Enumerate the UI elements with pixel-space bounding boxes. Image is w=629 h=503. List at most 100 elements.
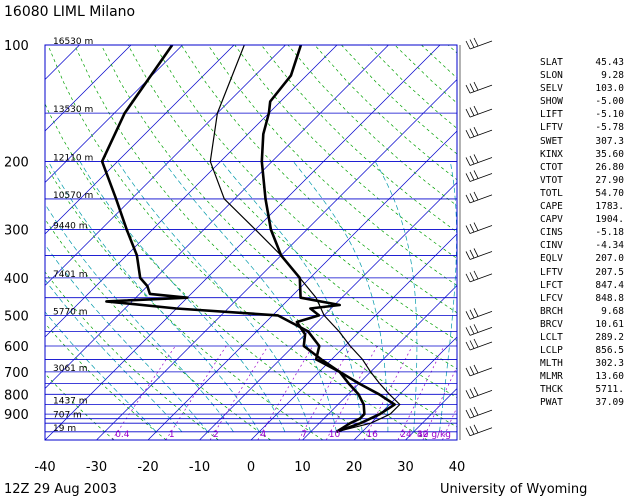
dry-adiabat-line	[100, 45, 457, 399]
index-key: EQLV	[540, 253, 563, 265]
wind-barb-flag	[469, 408, 475, 417]
index-key: LFCV	[540, 292, 563, 304]
isotherm-line	[45, 45, 132, 132]
mixing-ratio-label: 4	[260, 430, 266, 440]
index-row: SELV 103.0	[540, 82, 624, 95]
pressure-tick-label: 900	[4, 408, 29, 423]
wind-barb-flag	[473, 406, 479, 416]
wind-barb-flag	[465, 409, 471, 419]
index-value: 9.68	[601, 305, 624, 317]
wind-barb-flag	[469, 366, 475, 375]
index-key: THCK	[540, 384, 563, 396]
dry-adiabat-line	[74, 45, 457, 428]
index-key: CAPE	[540, 201, 563, 213]
index-key: CINV	[540, 240, 563, 252]
index-value: -5.00	[595, 96, 624, 108]
index-value: -5.18	[595, 227, 624, 239]
moist-adiabat-line	[117, 161, 312, 432]
index-row: CTOT 26.80	[540, 161, 624, 174]
wind-barb-flag	[473, 191, 479, 201]
pressure-tick-label: 100	[4, 39, 29, 54]
wind-barb-flag	[469, 193, 475, 202]
moist-adiabat-line	[45, 279, 183, 433]
height-label: 9440 m	[53, 222, 88, 232]
wind-barb-flag	[469, 340, 475, 349]
index-key: SELV	[540, 83, 563, 95]
dry-adiabat-line	[45, 163, 324, 440]
wind-barb-flag	[473, 37, 479, 47]
isotherm-line	[45, 45, 235, 235]
index-row: CAPE 1783.	[540, 200, 624, 213]
index-value: 207.5	[595, 266, 624, 278]
index-row: LFCV 848.8	[540, 292, 624, 305]
wind-barb-flag	[473, 324, 479, 333]
wind-barb-flag	[465, 40, 471, 50]
temperature-line	[260, 45, 396, 434]
wind-barb-flag	[473, 222, 479, 231]
index-value: 54.70	[595, 187, 624, 199]
index-row: SHOW -5.00	[540, 95, 624, 108]
wind-barb-flag	[469, 171, 475, 181]
station-title: 16080 LIML Milano	[4, 4, 136, 20]
wind-barb	[469, 310, 493, 320]
index-key: LCLT	[540, 331, 563, 343]
wind-barb-flag	[469, 388, 475, 397]
isotherm-line	[353, 336, 457, 440]
index-row: VTOT 27.90	[540, 174, 624, 187]
wind-barb	[469, 427, 493, 437]
mixing-ratio-line	[298, 345, 352, 440]
isotherm-line	[45, 45, 338, 338]
wind-barb-flag	[469, 83, 475, 92]
wind-barb-flag	[473, 126, 479, 136]
height-label: 12110 m	[53, 153, 93, 163]
index-value: 9.28	[601, 70, 624, 82]
moist-adiabat-line	[45, 203, 234, 432]
isotherm-line	[147, 130, 457, 440]
index-row: LFTV 207.5	[540, 266, 624, 279]
index-key: LFTV	[540, 122, 563, 134]
isotherm-line	[45, 45, 286, 286]
wind-barb-flag	[469, 107, 475, 116]
index-value: -4.34	[595, 240, 624, 252]
height-label: 707 m	[53, 411, 82, 421]
index-row: BRCH 9.68	[540, 305, 624, 318]
index-value: 847.4	[595, 279, 624, 291]
wind-barb-flag	[469, 325, 475, 335]
mixing-ratio-line	[397, 345, 445, 440]
wind-barb	[469, 40, 493, 50]
pressure-tick-label: 300	[4, 224, 29, 239]
temperature-tick-label: -10	[189, 460, 210, 475]
temperature-tick-label: -30	[86, 460, 107, 475]
index-row: SLAT 45.43	[540, 56, 624, 69]
plot-frame	[44, 44, 458, 441]
index-row: CINS -5.18	[540, 226, 624, 239]
wind-barb-flag	[465, 367, 471, 377]
wind-barb	[469, 367, 493, 377]
temperature-tick-label: 40	[449, 460, 466, 475]
moist-adiabat-line	[79, 161, 286, 432]
mixing-ratio-label: 2	[213, 430, 219, 440]
isotherm-line	[45, 45, 183, 183]
pressure-tick-label: 700	[4, 366, 29, 381]
index-value: -5.10	[595, 109, 624, 121]
mixing-ratio-line	[257, 345, 314, 440]
index-row: SWET 307.3	[540, 135, 624, 148]
wind-barb-flag	[473, 387, 479, 396]
isotherm-line	[96, 79, 457, 440]
index-value: 35.60	[595, 148, 624, 160]
mixing-ratio-line	[111, 345, 176, 440]
dry-adiabat-line	[45, 103, 376, 440]
index-value: 37.09	[595, 397, 624, 409]
height-label: 13530 m	[53, 105, 93, 115]
wind-barb-flag	[473, 154, 479, 163]
wind-barb-flag	[473, 364, 479, 374]
wind-barb	[469, 194, 493, 204]
pressure-tick-label: 500	[4, 309, 29, 324]
wind-barb	[469, 273, 493, 283]
temperature-tick-label: 0	[247, 460, 255, 475]
pressure-tick-label: 600	[4, 340, 29, 355]
wind-barb-flag	[469, 249, 475, 259]
index-value: 302.3	[595, 358, 624, 370]
mixing-ratio-label: 16	[366, 430, 378, 440]
index-key: BRCH	[540, 305, 563, 317]
